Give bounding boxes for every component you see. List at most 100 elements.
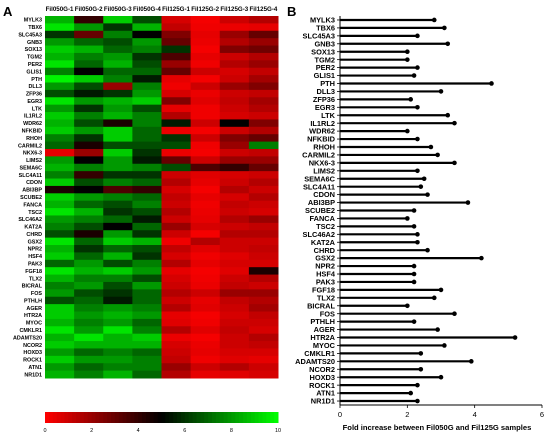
heatmap-cell [190,104,221,113]
heatmap-cell [103,185,133,194]
heatmap-cell [161,267,192,276]
colorbar-segment [227,412,232,423]
heatmap-cell [45,348,75,357]
colorbar-segment [173,412,178,423]
heatmap-cell [74,222,104,231]
heatmap-cell [132,259,162,268]
heatmap-cell [74,341,104,349]
heatmap-cell [248,119,279,128]
heatmap-cell [161,208,192,216]
heatmap-row-label: GNB3 [27,40,42,46]
heatmap-cell [103,230,133,239]
heatmap-cell [248,23,279,32]
heatmap-cell [132,148,162,157]
heatmap-cell [248,52,279,61]
heatmap-cell [190,208,221,216]
heatmap-cell [190,259,221,268]
heatmap-cell [74,23,104,32]
y-tick-label: DLL3 [317,87,335,96]
heatmap-cell [132,126,162,135]
heatmap-row-label: NCOR2 [23,343,42,349]
heatmap-row-label: DLL3 [29,84,42,90]
heatmap-cell [190,112,221,120]
heatmap-cell [190,193,221,202]
y-tick-label: NKX6-3 [309,158,335,167]
heatmap-cell [248,274,279,283]
heatmap-cell [219,281,250,290]
heatmap-cell [161,30,192,39]
heatmap-cell [219,304,250,313]
colorbar-segment [142,412,147,423]
heatmap-cell [132,141,162,150]
bar-end-point [431,295,437,301]
colorbar-segment [126,412,131,423]
heatmap-cell [161,348,192,357]
colorbar-segment [122,412,128,423]
heatmap-cell [103,274,133,283]
heatmap-cell [45,193,75,202]
heatmap-cell [219,67,250,76]
heatmap-cell [132,289,162,298]
heatmap-cell [74,171,104,180]
bar-end-point [452,311,457,317]
heatmap-cell [248,208,279,216]
heatmap-cell [248,311,279,320]
heatmap-cell [103,318,133,327]
heatmap-cell [248,200,279,209]
colorbar-segment [45,412,50,423]
heatmap-cell [45,141,75,150]
colorbar-segment [250,412,256,423]
heatmap-cell [103,171,133,180]
heatmap-cell [219,215,250,224]
heatmap-cell [132,97,162,106]
heatmap-cell [74,112,104,120]
colorbar-segment [52,412,58,423]
colorbar-segment [192,412,197,423]
heatmap-cell [74,119,104,128]
x-tick-label: 0 [338,410,342,419]
heatmap-cell [103,370,133,379]
colorbar-segment [138,412,143,423]
heatmap-cell [190,311,221,320]
heatmap-cell [219,163,250,172]
heatmap-cell [103,281,133,290]
panel-a-label: A [3,4,13,19]
heatmap-cell [45,185,75,194]
colorbar-tick-label: 6 [183,428,186,434]
heatmap-cell [103,252,133,261]
heatmap-cell [45,200,75,209]
colorbar-segment [258,412,263,423]
heatmap-cell [132,281,162,290]
heatmap-column-label: Fil125G-4 [250,6,278,13]
heatmap-cell [132,370,162,379]
heatmap-cell [190,60,221,69]
heatmap-cell [248,171,279,180]
heatmap-row-label: NFKBID [22,129,42,135]
heatmap-cell [45,274,75,283]
heatmap-cell [132,75,162,83]
heatmap-cell [74,67,104,76]
heatmap-cell [219,38,250,47]
heatmap-cell [161,75,192,83]
y-tick-label: CMKLR1 [304,349,335,358]
y-tick-label: TBX6 [316,24,335,33]
heatmap-cell [161,163,192,172]
heatmap-cell [161,274,192,283]
heatmap-cell [45,45,75,54]
colorbar-segment [211,412,217,423]
heatmap-cell [219,23,250,32]
heatmap-cell [74,348,104,357]
heatmap-cell [190,119,221,128]
heatmap-cell [161,304,192,313]
heatmap-row-label: NR1D1 [24,372,42,378]
heatmap-cell [161,215,192,224]
heatmap-cell [74,60,104,69]
heatmap-cell [103,348,133,357]
heatmap-cell [248,30,279,39]
heatmap-cell [132,230,162,239]
heatmap-cell [45,304,75,313]
heatmap-cell [132,16,162,24]
y-tick-label: LTK [321,111,335,120]
heatmap-cell [45,156,75,165]
heatmap-cell [248,252,279,261]
